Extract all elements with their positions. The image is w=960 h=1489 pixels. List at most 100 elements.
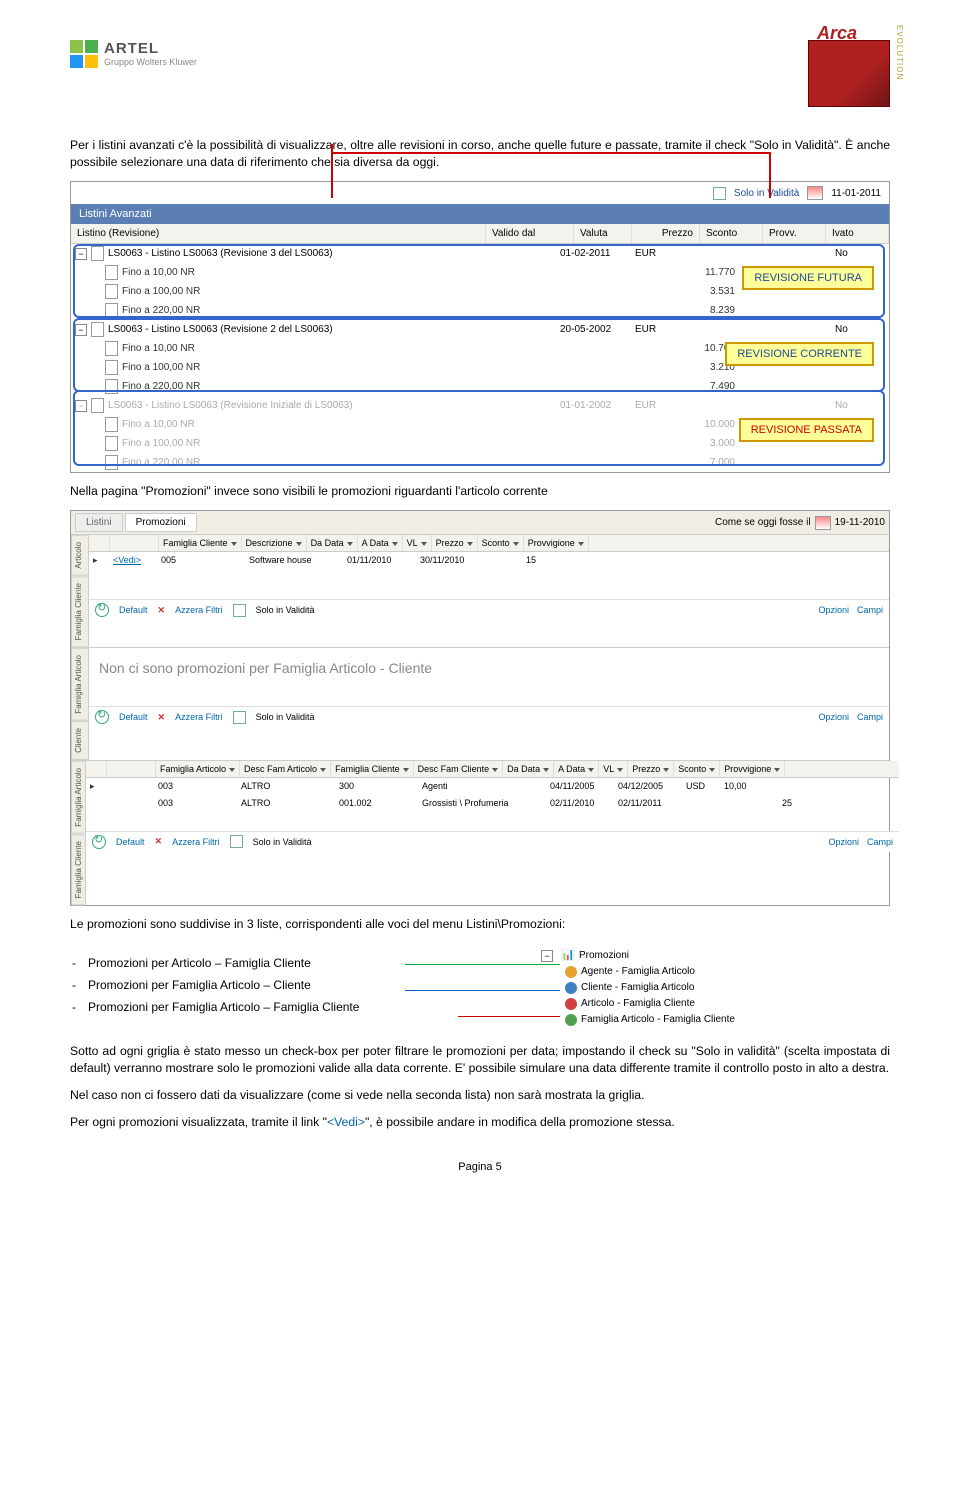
campi-link[interactable]: Campi — [857, 712, 883, 722]
col-header[interactable]: Provvigione — [720, 761, 785, 777]
tree-collapse-icon[interactable]: − — [541, 950, 553, 962]
come-se-oggi-label: Come se oggi fosse il — [715, 517, 811, 528]
col-header[interactable]: A Data — [554, 761, 599, 777]
promo-row[interactable]: 003 ALTRO 001.002 Grossisti \ Profumeria… — [86, 795, 899, 811]
solo-checkbox[interactable] — [233, 711, 246, 724]
menu-item-icon — [565, 998, 577, 1010]
opzioni-link[interactable]: Opzioni — [818, 605, 849, 615]
default-link[interactable]: Default — [119, 712, 148, 722]
col-header[interactable]: VL — [599, 761, 628, 777]
menu-tree-item[interactable]: Famiglia Articolo - Famiglia Cliente — [541, 1012, 890, 1028]
menu-tree: − 📊 Promozioni Agente - Famiglia Articol… — [541, 948, 890, 1028]
col-ivato: Ivato — [826, 224, 889, 243]
col-header[interactable]: Famiglia Cliente — [159, 535, 242, 551]
filter-clear-icon[interactable]: ✕ — [155, 836, 163, 847]
refresh-icon[interactable] — [92, 835, 106, 849]
promo-date[interactable]: 19-11-2010 — [835, 517, 885, 528]
col-header[interactable]: Famiglia Articolo — [156, 761, 240, 777]
menu-item-icon — [565, 1014, 577, 1026]
no-promo-message: Non ci sono promozioni per Famiglia Arti… — [89, 648, 889, 688]
col-prezzo: Prezzo — [632, 224, 700, 243]
col-header[interactable]: Sconto — [674, 761, 720, 777]
paragraph-5: Nel caso non ci fossero dati da visualiz… — [70, 1087, 890, 1104]
listini-topbar: Solo in Validità 11-01-2011 — [71, 182, 889, 204]
paragraph-6: Per ogni promozioni visualizzata, tramit… — [70, 1114, 890, 1131]
col-provv: Provv. — [763, 224, 826, 243]
connector-blue — [405, 990, 560, 991]
promo-grid-header: Famiglia ClienteDescrizioneDa DataA Data… — [89, 535, 889, 552]
col-header[interactable]: Provvigione — [524, 535, 589, 551]
azzera-link[interactable]: Azzera Filtri — [175, 605, 223, 615]
col-header[interactable]: Famiglia Cliente — [331, 761, 414, 777]
vtab[interactable]: Cliente — [71, 721, 89, 760]
red-arrow-line — [769, 152, 771, 198]
promo-tabs-row: Listini Promozioni Come se oggi fosse il… — [71, 511, 889, 534]
col-header[interactable]: Descrizione — [242, 535, 307, 551]
col-header[interactable]: Sconto — [478, 535, 524, 551]
col-sconto: Sconto — [700, 224, 763, 243]
col-header[interactable]: A Data — [358, 535, 403, 551]
filter-clear-icon[interactable]: ✕ — [158, 712, 166, 723]
tab-listini[interactable]: Listini — [75, 513, 123, 532]
campi-link[interactable]: Campi — [857, 605, 883, 615]
cell-da: 01/11/2010 — [343, 554, 416, 567]
col-header[interactable]: Prezzo — [628, 761, 674, 777]
calendar-icon[interactable] — [807, 186, 823, 200]
menu-tree-item[interactable]: Agente - Famiglia Articolo — [541, 964, 890, 980]
solo-checkbox[interactable] — [230, 835, 243, 848]
opzioni-link[interactable]: Opzioni — [828, 837, 859, 847]
col-header[interactable]: Desc Fam Articolo — [240, 761, 331, 777]
red-arrow-line — [331, 152, 771, 154]
col-header[interactable]: Desc Fam Cliente — [414, 761, 504, 777]
date-field[interactable]: 11-01-2011 — [831, 188, 881, 199]
menu-root-label: Promozioni — [579, 948, 629, 964]
refresh-icon[interactable] — [95, 710, 109, 724]
blue-box-corrente — [73, 318, 885, 392]
paragraph-2: Nella pagina "Promozioni" invece sono vi… — [70, 483, 890, 500]
azzera-link[interactable]: Azzera Filtri — [175, 712, 223, 722]
col-header[interactable]: Prezzo — [432, 535, 478, 551]
opzioni-link[interactable]: Opzioni — [818, 712, 849, 722]
vedi-link[interactable] — [106, 797, 154, 809]
promo-section-2: Famiglia Articolo Cliente Non ci sono pr… — [71, 647, 889, 760]
vedi-link[interactable] — [106, 780, 154, 793]
default-link[interactable]: Default — [116, 837, 145, 847]
paragraph-3: Le promozioni sono suddivise in 3 liste,… — [70, 916, 890, 933]
solo-checkbox[interactable] — [233, 604, 246, 617]
azzera-link[interactable]: Azzera Filtri — [172, 837, 220, 847]
promo-root-icon: 📊 — [561, 949, 575, 963]
refresh-icon[interactable] — [95, 603, 109, 617]
promo-row[interactable]: ▸ <Vedi> 005 Software house 01/11/2010 3… — [89, 552, 889, 569]
col-header[interactable]: Da Data — [503, 761, 554, 777]
default-link[interactable]: Default — [119, 605, 148, 615]
menu-tree-item[interactable]: Cliente - Famiglia Articolo — [541, 980, 890, 996]
solo-validita-checkbox[interactable] — [713, 187, 726, 200]
col-listino: Listino (Revisione) — [71, 224, 486, 243]
calendar-icon[interactable] — [815, 516, 831, 530]
menu-item-icon — [565, 982, 577, 994]
listini-grid-header: Listino (Revisione) Valido dal Valuta Pr… — [71, 224, 889, 244]
vedi-link[interactable]: <Vedi> — [109, 554, 157, 567]
logo-arca — [808, 40, 890, 107]
promo-footer: Default ✕ Azzera Filtri Solo in Validità… — [89, 599, 889, 620]
vtab[interactable]: Famiglia Cliente — [71, 834, 86, 905]
col-header[interactable]: Da Data — [307, 535, 358, 551]
connector-red — [458, 1016, 560, 1017]
vtab[interactable]: Famiglia Articolo — [71, 648, 89, 721]
cell-a: 30/11/2010 — [416, 554, 489, 567]
vtab-articolo[interactable]: Articolo — [71, 535, 89, 576]
col-header[interactable]: VL — [403, 535, 432, 551]
cell-desc: Software house — [245, 554, 343, 567]
menu-item-icon — [565, 966, 577, 978]
campi-link[interactable]: Campi — [867, 837, 893, 847]
cell-prezzo: 15 — [522, 554, 580, 567]
col-valido: Valido dal — [486, 224, 574, 243]
vtab[interactable]: Famiglia Articolo — [71, 761, 86, 834]
tab-promozioni[interactable]: Promozioni — [125, 513, 197, 532]
menu-tree-item[interactable]: Articolo - Famiglia Cliente — [541, 996, 890, 1012]
solo-validita-label: Solo in Validità — [734, 188, 799, 199]
promo-row[interactable]: ▸ 003 ALTRO 300 Agenti 04/11/2005 04/12/… — [86, 778, 899, 795]
paragraph-4: Sotto ad ogni griglia è stato messo un c… — [70, 1043, 890, 1077]
vtab-famiglia-cliente[interactable]: Famiglia Cliente — [71, 576, 89, 647]
filter-clear-icon[interactable]: ✕ — [158, 605, 166, 616]
